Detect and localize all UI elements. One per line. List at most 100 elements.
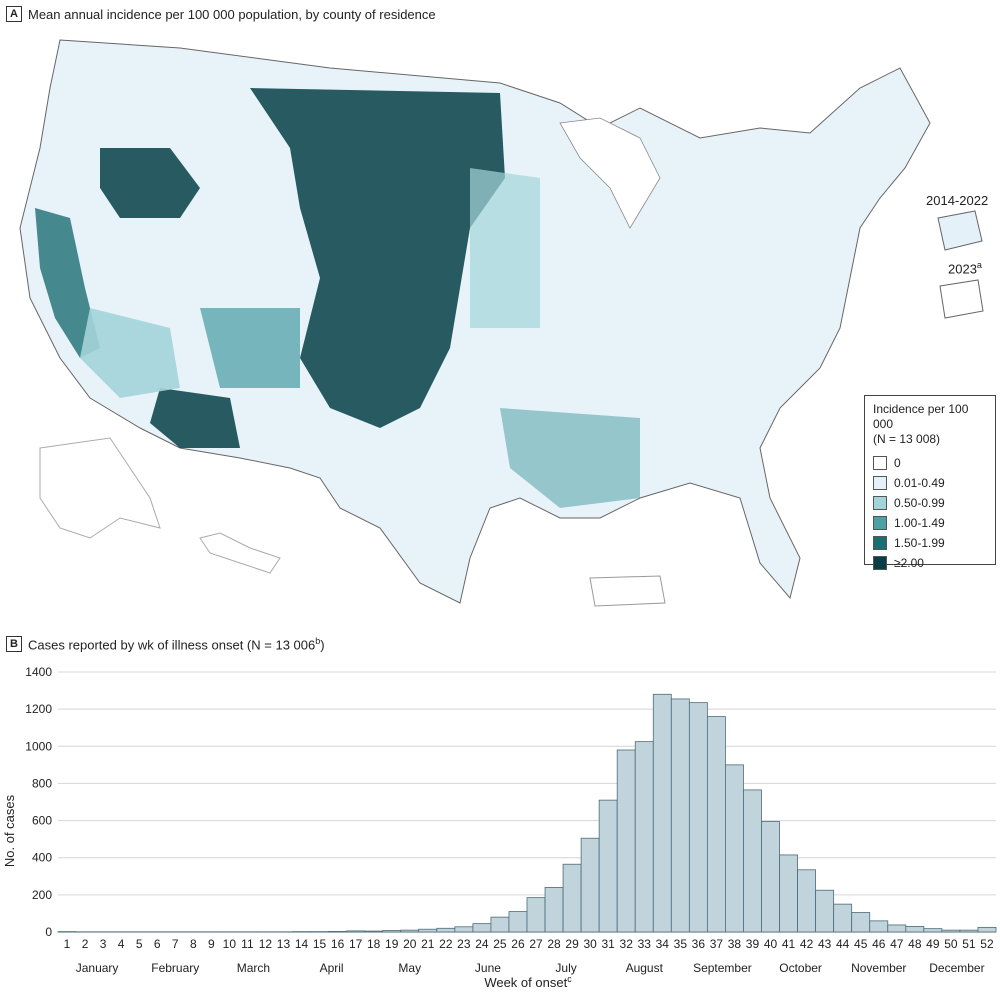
bar-week-46 <box>869 920 889 933</box>
inset-label-2014-2022: 2014-2022 <box>926 193 989 208</box>
bar-week-28 <box>544 887 564 933</box>
inset-label-2023-sup: a <box>976 260 982 270</box>
x-tick-label: 35 <box>674 937 688 951</box>
legend-title: Incidence per 100 000 (N = 13 008) <box>873 402 987 447</box>
x-tick-label: 31 <box>601 937 615 951</box>
x-tick-label: 14 <box>295 937 309 951</box>
connecticut-inset-2023 <box>939 279 984 319</box>
bar-week-44 <box>833 903 853 933</box>
legend-item: 1.00-1.49 <box>873 513 987 533</box>
y-tick-labels: 0 200 400 600 800 1000 1200 1400 <box>25 665 52 939</box>
legend-swatch <box>873 516 887 530</box>
bars <box>57 693 997 933</box>
x-tick-label: 50 <box>944 937 958 951</box>
x-tick-label: 6 <box>154 937 161 951</box>
x-tick-label: 37 <box>710 937 724 951</box>
legend-swatch <box>873 496 887 510</box>
x-tick-labels: 1 2 3 4 5 6 7 8 9 10 11 12 13 14 15 16 17 18 19 20 21 22 23 24 2… <box>64 937 994 951</box>
x-tick-label: 48 <box>908 937 922 951</box>
month-label: September <box>693 961 752 975</box>
x-tick-label: 22 <box>439 937 453 951</box>
x-tick-label: 15 <box>313 937 327 951</box>
x-tick-label: 12 <box>259 937 273 951</box>
bar-week-43 <box>815 889 835 933</box>
legend-item: 1.50-1.99 <box>873 533 987 553</box>
x-tick-label: 42 <box>800 937 814 951</box>
legend-swatch <box>873 536 887 550</box>
puerto-rico-outline <box>589 575 666 607</box>
panel-b-title-text: Cases reported by wk of illness onset (N… <box>28 637 316 653</box>
incidence-legend: Incidence per 100 000 (N = 13 008) 0 0.01… <box>864 395 996 570</box>
bar-week-41 <box>779 854 798 933</box>
inset-label-2023-text: 2023 <box>948 261 977 277</box>
month-label: November <box>851 961 906 975</box>
bar-week-33 <box>634 741 654 933</box>
mid-incidence-southwest <box>150 388 240 448</box>
alaska-outline <box>39 437 161 539</box>
bar-week-47 <box>887 924 907 933</box>
bar-week-36 <box>688 702 708 933</box>
legend-item: ≥2.00 <box>873 553 987 573</box>
panel-b-title-sup: b <box>315 636 321 646</box>
bar-week-40 <box>761 821 780 933</box>
bar-week-26 <box>508 911 528 933</box>
bar-week-16 <box>328 931 348 933</box>
bar-week-25 <box>490 916 510 933</box>
x-tick-label: 4 <box>118 937 125 951</box>
x-tick-label: 40 <box>764 937 778 951</box>
bar-week-49 <box>923 928 943 933</box>
x-tick-label: 39 <box>746 937 760 951</box>
panel-b-title: Cases reported by wk of illness onset (N… <box>28 636 325 652</box>
x-tick-label: 2 <box>82 937 89 951</box>
y-tick-label: 600 <box>32 814 52 828</box>
x-tick-label: 27 <box>529 937 543 951</box>
x-axis-label: Week of onsetc <box>484 974 572 990</box>
x-tick-label: 23 <box>457 937 471 951</box>
month-label: December <box>929 961 984 975</box>
mid-incidence-south <box>500 408 640 508</box>
y-gridlines <box>58 671 996 933</box>
x-tick-label: 32 <box>620 937 634 951</box>
bar-week-24 <box>472 923 492 933</box>
bar-week-19 <box>382 930 402 933</box>
x-tick-label: 26 <box>511 937 525 951</box>
x-tick-label: 36 <box>692 937 706 951</box>
x-tick-label: 29 <box>565 937 579 951</box>
x-tick-label: 7 <box>172 937 179 951</box>
legend-item: 0.50-0.99 <box>873 493 987 513</box>
bar-week-38 <box>725 764 744 933</box>
bar-week-45 <box>851 912 871 933</box>
connecticut-inset-2014-2022 <box>937 210 983 251</box>
inset-label-2023: 2023a <box>948 260 982 276</box>
legend-item-label: 0 <box>894 456 901 470</box>
mid-incidence-plains-east <box>470 168 540 328</box>
x-tick-label: 20 <box>403 937 417 951</box>
legend-item-label: ≥2.00 <box>894 556 924 570</box>
legend-title-line1: Incidence per 100 000 <box>873 402 969 431</box>
x-tick-label: 28 <box>547 937 561 951</box>
x-tick-label: 41 <box>782 937 796 951</box>
month-label: February <box>151 961 199 975</box>
bar-week-32 <box>616 749 636 933</box>
legend-title-line2: (N = 13 008) <box>873 432 941 446</box>
us-map-graphic <box>19 39 984 607</box>
bar-week-30 <box>580 837 600 933</box>
x-tick-label: 17 <box>349 937 363 951</box>
bar-week-34 <box>652 693 672 933</box>
legend-rows: 0 0.01-0.49 0.50-0.99 1.00-1.49 1.50-1.99 ≥2.… <box>873 453 987 573</box>
mid-incidence-west <box>80 308 180 398</box>
x-tick-label: 13 <box>277 937 291 951</box>
bar-week-42 <box>797 869 817 933</box>
x-tick-label: 9 <box>208 937 215 951</box>
month-label: May <box>398 961 421 975</box>
bar-week-21 <box>418 928 438 933</box>
bar-week-18 <box>364 930 384 933</box>
x-tick-label: 49 <box>926 937 940 951</box>
x-axis-label-text: Week of onset <box>484 975 567 990</box>
x-tick-label: 25 <box>493 937 507 951</box>
bar-week-20 <box>400 929 420 933</box>
y-tick-label: 800 <box>32 776 52 790</box>
month-label: August <box>626 961 664 975</box>
x-tick-label: 24 <box>475 937 489 951</box>
